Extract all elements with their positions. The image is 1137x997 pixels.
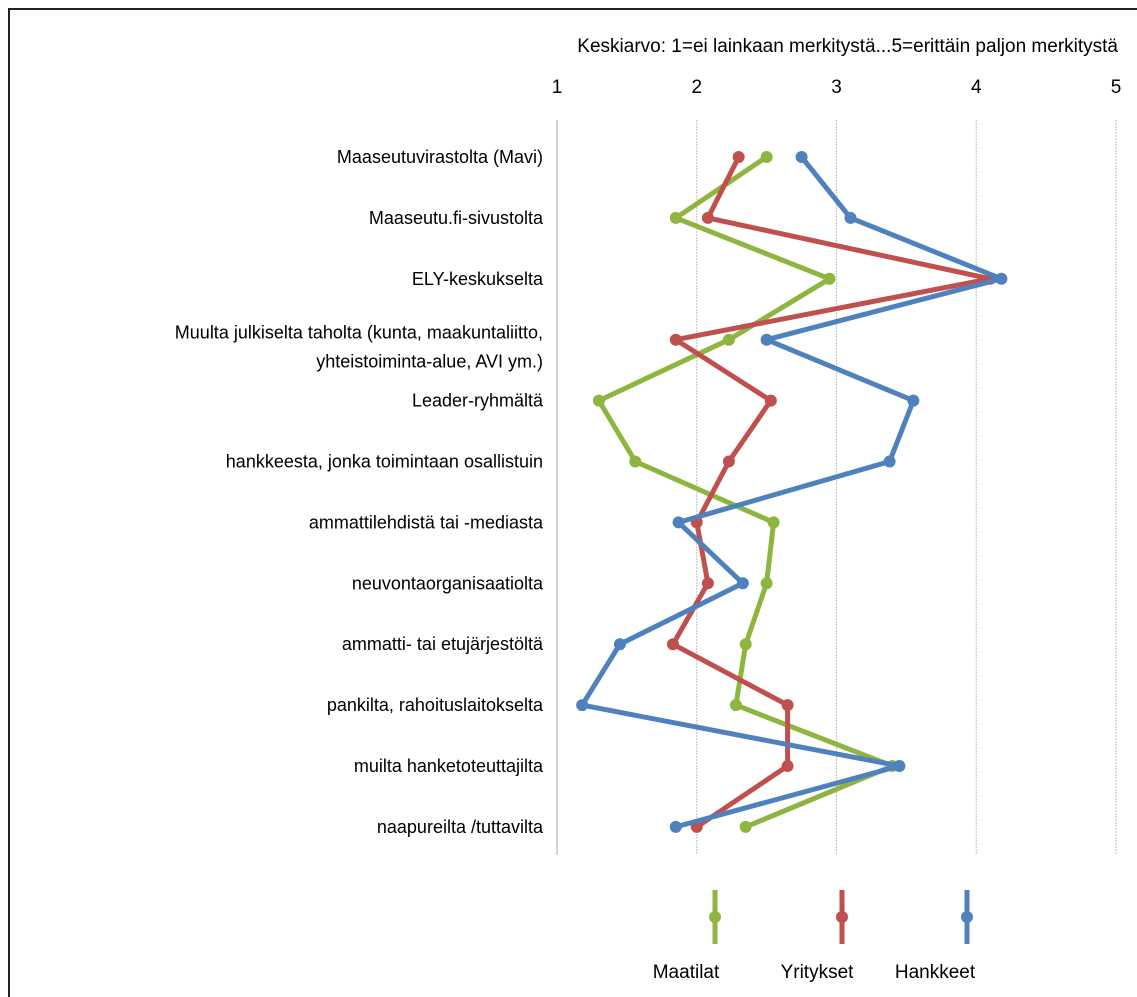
data-point	[672, 516, 685, 529]
data-point	[739, 820, 752, 833]
category-label: Leader-ryhmältä	[412, 391, 544, 411]
legend-marker	[836, 911, 848, 923]
data-point	[883, 455, 896, 468]
category-label: pankilta, rahoituslaitokselta	[327, 695, 544, 715]
series-line	[596, 154, 895, 830]
data-point	[764, 394, 777, 407]
data-point	[666, 638, 679, 651]
legend-label: Hankkeet	[895, 962, 976, 983]
data-point	[669, 333, 682, 346]
data-point	[795, 151, 808, 163]
data-point	[669, 211, 682, 224]
x-tick-label: 5	[1111, 77, 1122, 98]
data-point	[592, 394, 605, 407]
data-point	[701, 577, 714, 590]
data-point	[995, 272, 1008, 285]
category-label: ammatti- tai etujärjestöltä	[342, 634, 544, 654]
legend: Maatilat Yritykset Hankkeet	[653, 890, 976, 983]
category-label: muilta hanketoteuttajilta	[354, 756, 544, 776]
data-point	[701, 211, 714, 224]
series-hankkeet	[576, 151, 1008, 833]
data-point	[729, 699, 742, 712]
category-label: Muulta julkiselta taholta (kunta, maakun…	[175, 323, 543, 372]
legend-marker	[961, 911, 973, 923]
series-line	[670, 154, 993, 830]
category-label: ammattilehdistä tai -mediasta	[309, 512, 544, 532]
category-label: Maaseutu.fi-sivustolta	[369, 208, 544, 228]
legend-label: Maatilat	[653, 962, 720, 983]
chart-frame	[8, 8, 1137, 997]
x-axis-ticks: 1 2 3 4 5	[552, 77, 1122, 98]
legend-label: Yritykset	[781, 962, 855, 983]
data-point	[739, 638, 752, 651]
category-label: hankkeesta, jonka toimintaan osallistuin	[226, 452, 543, 472]
data-point	[629, 455, 642, 468]
x-tick-label: 1	[552, 77, 563, 98]
legend-marker	[709, 911, 721, 923]
series-lines	[576, 151, 1008, 833]
data-point	[823, 272, 836, 285]
data-point	[669, 820, 682, 833]
series-line	[579, 154, 1004, 830]
data-point	[907, 394, 920, 407]
category-label: neuvontaorganisaatiolta	[352, 573, 544, 593]
series-maatilat	[592, 151, 899, 833]
data-point	[576, 699, 589, 712]
data-point	[722, 455, 735, 468]
x-tick-label: 4	[971, 77, 982, 98]
x-tick-label: 2	[691, 77, 702, 98]
category-labels: Maaseutuvirastolta (Mavi) Maaseutu.fi-siv…	[175, 147, 544, 837]
data-point	[781, 699, 794, 712]
data-point	[760, 577, 773, 590]
data-point	[781, 760, 794, 772]
data-point	[893, 760, 906, 772]
data-point	[760, 151, 773, 163]
data-point	[613, 638, 626, 651]
x-tick-label: 3	[831, 77, 842, 98]
data-point	[760, 333, 773, 346]
data-point	[844, 211, 857, 224]
data-point	[736, 577, 749, 590]
data-point	[722, 333, 735, 346]
x-axis-title: Keskiarvo: 1=ei lainkaan merkitystä...5=…	[577, 36, 1118, 57]
data-point	[767, 516, 780, 529]
category-label: ELY-keskukselta	[412, 269, 544, 289]
category-label: naapureilta /tuttavilta	[377, 817, 544, 837]
data-point	[732, 151, 745, 163]
category-label: Maaseutuvirastolta (Mavi)	[337, 147, 543, 167]
